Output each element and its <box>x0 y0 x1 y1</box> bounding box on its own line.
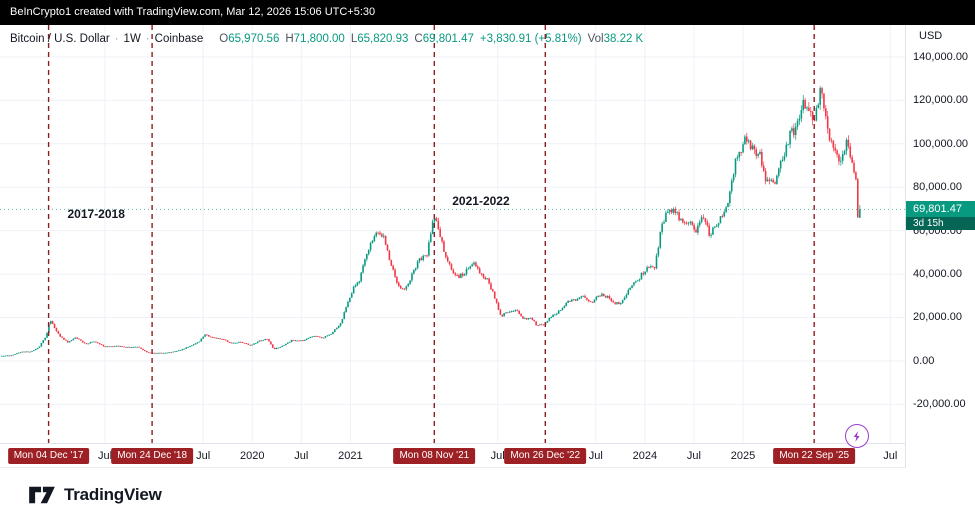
footer: TradingView <box>0 469 975 521</box>
high-label: H <box>285 33 294 45</box>
price-tick-label: -20,000.00 <box>913 398 966 411</box>
price-tick-label: 120,000.00 <box>913 94 969 107</box>
interval-label[interactable]: 1W <box>123 33 141 45</box>
time-tick-label: 2021 <box>338 450 363 462</box>
last-price-badge: 69,801.47 3d 15h <box>906 201 975 231</box>
time-tick-label: Jul <box>196 450 211 462</box>
volume-value: 38.22 K <box>603 33 644 45</box>
time-tick-label: Jul <box>294 450 309 462</box>
tradingview-wordmark[interactable]: TradingView <box>64 485 162 504</box>
volume-label: Vol <box>587 33 604 45</box>
price-tick-label: 100,000.00 <box>913 137 969 150</box>
lightning-icon <box>853 430 860 442</box>
time-tick-label: Jul <box>883 450 898 462</box>
price-tick-label: 80,000.00 <box>913 181 962 194</box>
lightning-boost-button[interactable] <box>845 424 869 448</box>
price-scale[interactable]: USD 140,000.00 120,000.00 100,000.00 80,000… <box>905 25 975 468</box>
chart-pane[interactable]: 2017-2018 2021-2022 <box>0 25 905 443</box>
change-value: +3,830.91 (+5.81%) <box>479 33 582 45</box>
last-price-value: 69,801.47 <box>906 201 975 218</box>
time-tick-label: 2020 <box>240 450 265 462</box>
low-label: L <box>350 33 358 45</box>
close-value: 69,801.47 <box>422 33 474 45</box>
open-value: 65,970.56 <box>228 33 280 45</box>
currency-label: USD <box>919 30 943 42</box>
symbol-legend: Bitcoin / U.S. Dollar · 1W · Coinbase O65,970… <box>10 33 643 45</box>
separator-dot: · <box>145 33 150 45</box>
high-value: 71,800.00 <box>293 33 345 45</box>
exchange-label[interactable]: Coinbase <box>154 33 204 45</box>
time-tick-label: 2024 <box>632 450 658 462</box>
price-tick-label: 20,000.00 <box>913 311 962 324</box>
tradingview-logo-icon[interactable] <box>28 484 56 506</box>
event-date-badge: Mon 24 Dec '18 <box>111 448 194 464</box>
event-date-badge: Mon 26 Dec '22 <box>504 448 587 464</box>
symbol-title[interactable]: Bitcoin / U.S. Dollar <box>10 33 110 45</box>
event-date-badge: Mon 08 Nov '21 <box>393 448 476 464</box>
time-tick-label: Jul <box>490 450 505 462</box>
time-tick-label: Jul <box>588 450 603 462</box>
time-tick-label: Jul <box>97 450 113 462</box>
price-tick-label: 0.00 <box>913 354 935 367</box>
time-scale[interactable]: Mon 04 Dec '17 Jul Mon 24 Dec '18 Jul 2020 Ju… <box>0 443 905 468</box>
separator-dot: · <box>114 33 119 45</box>
close-label: C <box>414 33 423 45</box>
time-tick-label: Jul <box>686 450 701 462</box>
event-date-badge: Mon 04 Dec '17 <box>7 448 90 464</box>
range-annotation: 2021-2022 <box>452 194 510 209</box>
candlestick-chart[interactable] <box>0 25 905 443</box>
low-value: 65,820.93 <box>357 33 409 45</box>
event-date-badge: Mon 22 Sep '25 <box>773 448 856 464</box>
attribution-bar: BeInCrypto1 created with TradingView.com… <box>0 0 975 25</box>
attribution-text: BeInCrypto1 created with TradingView.com… <box>10 6 376 18</box>
range-annotation: 2017-2018 <box>67 207 125 222</box>
price-tick-label: 140,000.00 <box>913 50 969 63</box>
open-label: O <box>219 33 229 45</box>
time-tick-label: 2025 <box>730 450 756 462</box>
price-tick-label: 40,000.00 <box>913 268 962 281</box>
bar-countdown: 3d 15h <box>906 217 975 231</box>
